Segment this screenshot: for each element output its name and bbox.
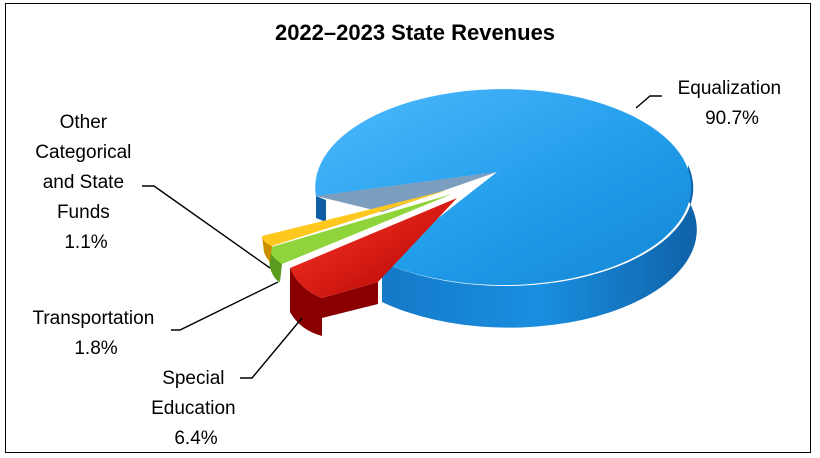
slice-special-education-top [290,198,457,298]
leader-line-other [142,185,271,269]
label-other-line2: Categorical [35,142,131,163]
label-special-line1: Special [162,368,224,389]
chart-title: 2022–2023 State Revenues [275,20,555,45]
label-transportation-percent: 1.8% [74,338,117,359]
label-other-percent: 1.1% [64,232,107,253]
slice-transportation [268,194,452,282]
leader-line-transportation [171,281,279,331]
label-transportation-name: Transportation [32,308,154,329]
slice-special-education-side [290,268,378,336]
label-equalization-name: Equalization [678,78,782,99]
label-equalization-percent: 90.7% [705,108,759,129]
label-special-line2: Education [151,398,236,419]
label-other: Other Categorical and State Funds 1.1% [35,112,136,253]
slice-other-top [262,190,448,246]
label-special-percent: 6.4% [174,428,217,449]
slice-transportation-top [268,194,452,264]
label-other-line4: Funds [57,202,110,223]
slice-equalization-top [315,89,692,286]
slice-equalization-side [382,165,697,328]
slice-equalization-wall [316,196,326,222]
leader-line-equalization [635,95,662,109]
slice-other-side [262,236,272,262]
label-transportation: Transportation 1.8% [32,308,159,359]
slice-transportation-side [268,248,282,282]
label-other-line3: and State [43,172,124,193]
slice-other [262,190,448,262]
slice-special-education [290,198,457,336]
slice-equalization [315,89,697,328]
label-special-education: Special Education 6.4% [151,368,241,449]
label-other-line1: Other [60,112,108,133]
leader-line-special [240,317,303,379]
label-equalization: Equalization 90.7% [678,78,787,129]
